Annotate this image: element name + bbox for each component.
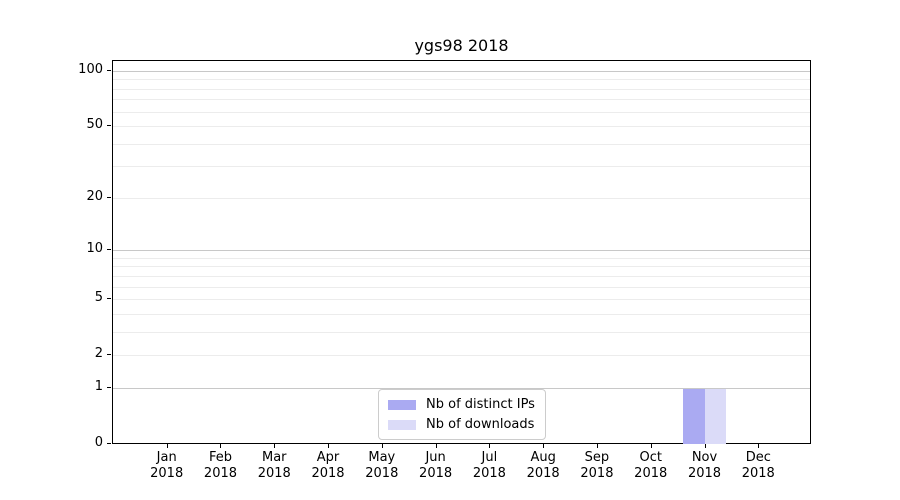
x-tick-label: Jul 2018 bbox=[472, 450, 506, 481]
x-tick-mark bbox=[166, 444, 168, 448]
y-tick-mark bbox=[107, 354, 111, 356]
y-gridline-minor bbox=[113, 299, 810, 301]
y-gridline-minor bbox=[113, 313, 810, 315]
y-gridline-minor bbox=[113, 126, 810, 128]
y-tick-mark bbox=[107, 196, 111, 198]
x-tick-label: Nov 2018 bbox=[687, 450, 722, 481]
y-gridline-major bbox=[113, 70, 810, 72]
y-gridline-minor bbox=[113, 166, 810, 168]
x-tick-label: Dec 2018 bbox=[741, 450, 775, 481]
legend-item-downloads: Nb of downloads bbox=[388, 417, 535, 432]
y-tick-mark bbox=[107, 386, 111, 388]
y-gridline-minor bbox=[113, 257, 810, 259]
y-tick-label: 2 bbox=[94, 346, 103, 362]
y-tick-label: 5 bbox=[94, 290, 103, 306]
x-tick-mark bbox=[381, 444, 383, 448]
y-tick-label: 20 bbox=[86, 188, 103, 204]
x-tick-mark bbox=[220, 444, 222, 448]
y-tick-mark bbox=[107, 69, 111, 71]
x-tick-label: May 2018 bbox=[365, 450, 399, 481]
plot-area bbox=[112, 60, 811, 444]
y-tick-mark bbox=[107, 249, 111, 251]
x-tick-mark bbox=[435, 444, 437, 448]
y-tick-mark bbox=[107, 298, 111, 300]
x-tick-label: Feb 2018 bbox=[203, 450, 238, 481]
chart-title: ygs98 2018 bbox=[414, 36, 509, 55]
y-gridline-minor bbox=[113, 143, 810, 145]
y-tick-mark bbox=[107, 125, 111, 127]
x-tick-label: Aug 2018 bbox=[526, 450, 560, 481]
y-gridline-minor bbox=[113, 266, 810, 268]
y-gridline-minor bbox=[113, 197, 810, 199]
x-tick-mark bbox=[758, 444, 760, 448]
legend-label-distinct-ips: Nb of distinct IPs bbox=[426, 397, 535, 412]
y-tick-label: 0 bbox=[94, 435, 103, 450]
legend-swatch-distinct-ips-icon bbox=[388, 399, 416, 410]
y-gridline-minor bbox=[113, 99, 810, 101]
bar-downloads bbox=[704, 388, 726, 444]
x-tick-label: Apr 2018 bbox=[311, 450, 345, 481]
x-tick-label: Oct 2018 bbox=[634, 450, 668, 481]
y-gridline-minor bbox=[113, 88, 810, 90]
legend-item-distinct-ips: Nb of distinct IPs bbox=[388, 397, 535, 412]
y-gridline-major bbox=[113, 387, 810, 389]
y-gridline-minor bbox=[113, 111, 810, 113]
x-tick-mark bbox=[704, 444, 706, 448]
y-gridline-minor bbox=[113, 331, 810, 333]
x-tick-mark bbox=[596, 444, 598, 448]
y-tick-label: 1 bbox=[94, 378, 103, 394]
y-tick-label: 100 bbox=[78, 61, 103, 77]
x-tick-label: Jun 2018 bbox=[419, 450, 453, 481]
x-tick-label: Mar 2018 bbox=[257, 450, 291, 481]
y-tick-label: 50 bbox=[86, 117, 103, 133]
y-gridline-minor bbox=[113, 275, 810, 277]
x-tick-mark bbox=[328, 444, 330, 448]
x-tick-mark bbox=[543, 444, 545, 448]
y-gridline-major bbox=[113, 250, 810, 252]
bar-distinct-ips bbox=[683, 388, 705, 444]
y-tick-mark bbox=[107, 443, 111, 444]
x-tick-mark bbox=[274, 444, 276, 448]
x-tick-label: Sep 2018 bbox=[580, 450, 614, 481]
x-tick-mark bbox=[489, 444, 491, 448]
legend-swatch-downloads-icon bbox=[388, 419, 416, 430]
x-tick-label: Jan 2018 bbox=[150, 450, 184, 481]
legend: Nb of distinct IPs Nb of downloads bbox=[378, 389, 546, 440]
y-tick-label: 10 bbox=[86, 241, 103, 257]
y-gridline-minor bbox=[113, 355, 810, 357]
y-gridline-minor bbox=[113, 79, 810, 81]
legend-label-downloads: Nb of downloads bbox=[426, 417, 535, 432]
y-gridline-minor bbox=[113, 286, 810, 288]
x-tick-mark bbox=[650, 444, 652, 448]
